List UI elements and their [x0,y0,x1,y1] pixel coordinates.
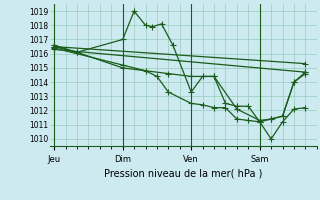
X-axis label: Pression niveau de la mer( hPa ): Pression niveau de la mer( hPa ) [104,168,262,178]
